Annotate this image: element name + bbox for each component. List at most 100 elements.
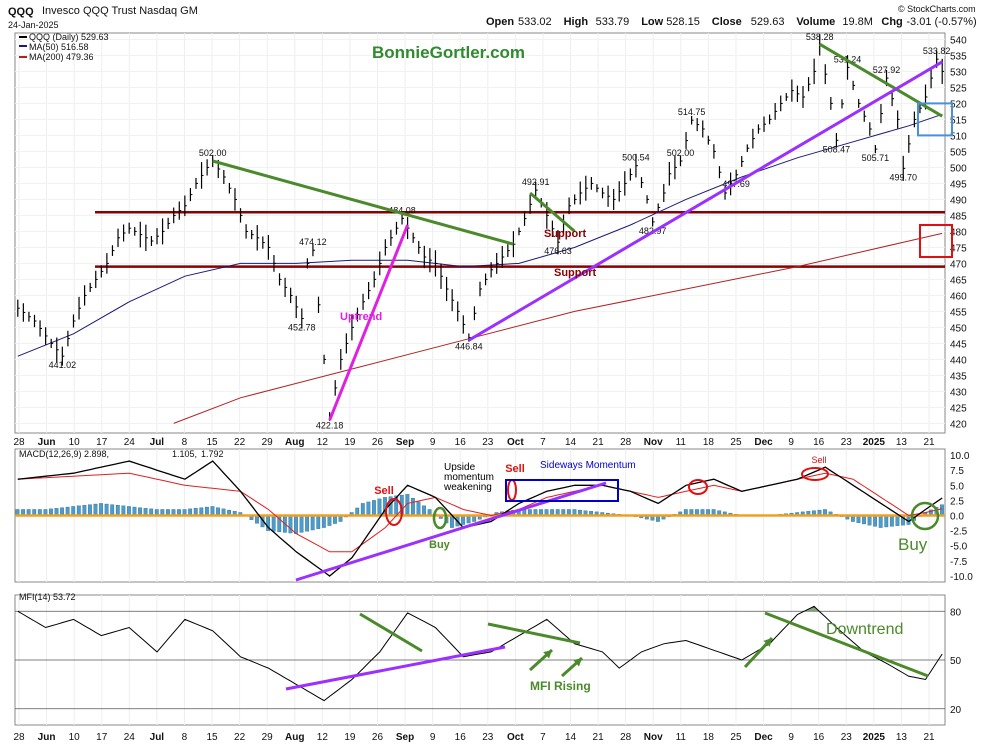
macd-histogram-bar	[299, 515, 304, 533]
security-name: Invesco QQQ Trust Nasdaq GM	[42, 5, 198, 17]
x-tick-label: 2025	[863, 437, 886, 448]
price-value-label: 492.91	[522, 177, 550, 187]
quote-value-5: -3.01 (-0.57%)	[906, 16, 976, 28]
macd-tick-label: 5.0	[950, 481, 964, 492]
buy-circle-1	[432, 506, 448, 530]
price-tick-label: 505	[950, 147, 967, 158]
upside-label-3: weakening	[443, 482, 492, 493]
macd-legend: MACD(12,26,9) 2.898,	[19, 449, 109, 459]
price-tick-label: 520	[950, 99, 967, 110]
x-tick-label: Jul	[150, 437, 165, 448]
macd-histogram-bar	[422, 505, 426, 516]
price-tick-label: 450	[950, 323, 967, 334]
x-tick-label: 9	[430, 732, 436, 743]
macd-legend-hist: 1.792	[201, 449, 224, 459]
x-tick-label: Oct	[507, 732, 524, 743]
x-tick-label: Aug	[285, 437, 304, 448]
x-tick-label: Nov	[644, 437, 663, 448]
macd-histogram-bar	[895, 515, 900, 526]
mfi-downtrend-1	[359, 612, 423, 653]
price-tick-label: 525	[950, 83, 967, 94]
x-tick-label: Jun	[38, 732, 56, 743]
macd-histogram-bar	[76, 505, 81, 516]
uptrend-line	[328, 224, 409, 421]
x-tick-label: 15	[206, 437, 218, 448]
x-tick-label: 7	[540, 732, 546, 743]
uptrend-label: Uptrend	[340, 311, 382, 323]
price-value-label: 446.84	[455, 342, 483, 352]
x-tick-label: 28	[13, 437, 25, 448]
macd-histogram-bar	[862, 515, 866, 525]
x-tick-label: 13	[896, 437, 908, 448]
price-value-label: 452.78	[288, 323, 316, 333]
x-tick-label: 21	[923, 732, 935, 743]
x-tick-label: 7	[540, 437, 546, 448]
mfi-tick-label: 80	[950, 607, 962, 618]
macd-histogram-bar	[867, 515, 872, 526]
macd-tick-label: -2.5	[950, 527, 968, 538]
x-tick-label: 14	[565, 437, 577, 448]
x-tick-label: 10	[69, 732, 81, 743]
x-tick-label: 22	[234, 437, 246, 448]
x-tick-label: 25	[730, 437, 742, 448]
price-tick-label: 440	[950, 355, 967, 366]
price-tick-label: 515	[950, 115, 967, 126]
macd-histogram-bar	[416, 501, 421, 516]
price-value-label: 474.12	[299, 237, 327, 247]
mfi-rising-arrow-1-head	[543, 650, 552, 659]
price-value-label: 502.00	[199, 148, 227, 158]
mfi-tick-label: 20	[950, 705, 962, 716]
price-tick-label: 510	[950, 131, 967, 142]
sideways-box	[505, 479, 619, 502]
mfi-rising-arrow-2-head	[573, 658, 582, 667]
price-tick-label: 430	[950, 387, 967, 398]
price-tick-label: 475	[950, 243, 967, 254]
mfi-tick-label: 50	[950, 656, 962, 667]
x-tick-label: 16	[455, 437, 467, 448]
price-value-label: 422.18	[316, 420, 344, 430]
x-tick-label: 11	[676, 732, 687, 743]
macd-line	[17, 460, 943, 577]
ma200-legend-swatch	[19, 56, 27, 58]
site-label: BonnieGortler.com	[372, 43, 525, 62]
price-value-label: 505.71	[862, 153, 890, 163]
x-tick-label: 24	[124, 732, 136, 743]
x-tick-label: 28	[13, 732, 25, 743]
macd-histogram-bar	[204, 506, 209, 516]
x-tick-label: Sep	[396, 437, 414, 448]
macd-histogram-bar	[321, 515, 326, 528]
quote-label-3: Close	[712, 16, 742, 28]
price-tick-label: 455	[950, 307, 967, 318]
x-tick-label: 28	[620, 732, 632, 743]
quote-label-2: Low	[641, 16, 663, 28]
mfi-downtrend-3	[764, 611, 929, 678]
price-tick-label: 445	[950, 339, 967, 350]
stockcharts-watermark: © StockCharts.com	[898, 4, 976, 14]
macd-tick-label: 2.5	[950, 496, 964, 507]
macd-tick-label: 7.5	[950, 466, 964, 477]
price-tick-label: 470	[950, 259, 967, 270]
x-tick-label: 14	[565, 732, 577, 743]
x-tick-label: 25	[730, 732, 742, 743]
x-tick-label: 21	[593, 732, 605, 743]
macd-tick-label: -7.5	[950, 557, 968, 568]
buy-label-2: Buy	[898, 535, 928, 554]
macd-histogram-bar	[115, 505, 120, 516]
price-value-label: 538.28	[806, 32, 834, 42]
quote-label-1: High	[564, 16, 589, 28]
x-tick-label: 29	[262, 437, 274, 448]
macd-histogram-bar	[132, 506, 137, 516]
x-tick-label: Nov	[644, 732, 663, 743]
price-tick-label: 480	[950, 227, 967, 238]
price-tick-label: 535	[950, 51, 967, 62]
price-tick-label: 435	[950, 371, 967, 382]
downtrend-label: Downtrend	[826, 621, 903, 638]
sell-label-1: Sell	[374, 485, 394, 497]
price-tick-label: 540	[950, 35, 967, 46]
x-tick-label: 19	[344, 732, 356, 743]
quote-value-4: 19.8M	[842, 16, 873, 28]
price-value-label: 508.47	[823, 144, 851, 154]
ma200-legend: MA(200) 479.36	[29, 52, 94, 62]
macd-tick-label: 0.0	[950, 512, 964, 523]
support-label-2: Support	[554, 267, 596, 279]
